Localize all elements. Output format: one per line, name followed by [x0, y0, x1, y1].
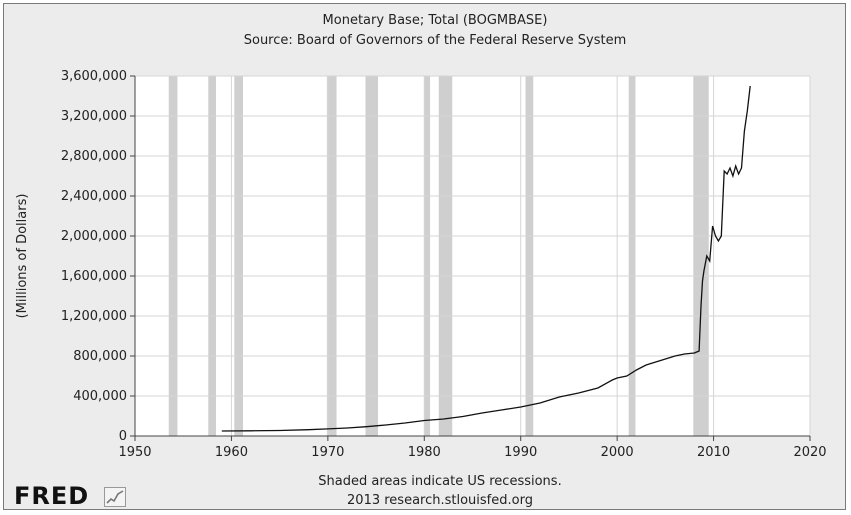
y-tick-label: 1,200,000	[61, 309, 127, 324]
recession-band-0	[168, 76, 178, 436]
recession-bands	[168, 76, 709, 436]
recession-band-7	[525, 76, 534, 436]
recession-band-8	[628, 76, 636, 436]
fred-logo: FRED	[14, 482, 134, 512]
chart-frame: Monetary Base; Total (BOGMBASE) Source: …	[3, 3, 846, 510]
y-tick-label: 2,400,000	[61, 189, 127, 204]
recession-band-3	[326, 76, 337, 436]
chart-title: Monetary Base; Total (BOGMBASE)	[323, 13, 548, 28]
x-tick-label: 2000	[601, 445, 634, 460]
series-line-monetary-base	[221, 85, 751, 432]
y-tick-label: 2,800,000	[61, 149, 127, 164]
x-tick-label: 1960	[215, 445, 248, 460]
y-tick-label: 2,000,000	[61, 229, 127, 244]
y-tick-label: 0	[119, 429, 127, 444]
y-tick-label: 400,000	[73, 389, 127, 404]
x-tick-label: 1980	[408, 445, 441, 460]
chart-line-icon	[104, 487, 126, 507]
y-tick-label: 800,000	[73, 349, 127, 364]
x-tick-label: 2010	[697, 445, 730, 460]
x-tick-labels: 1950 1960 1970 1980 1990 2000 2010 2020	[118, 445, 826, 460]
x-tick-label: 2020	[793, 445, 826, 460]
x-tick-label: 1970	[311, 445, 344, 460]
chart-svg: Monetary Base; Total (BOGMBASE) Source: …	[15, 13, 827, 508]
fred-logo-text: FRED	[14, 482, 90, 510]
y-axis-label: (Millions of Dollars)	[15, 194, 30, 319]
gridlines	[135, 75, 811, 436]
recession-band-1	[208, 76, 216, 436]
footer-source-url: 2013 research.stlouisfed.org	[347, 493, 533, 508]
axes	[130, 75, 811, 441]
y-tick-label: 3,200,000	[61, 109, 127, 124]
x-tick-label: 1990	[504, 445, 537, 460]
x-tick-label: 1950	[118, 445, 151, 460]
footer-recession-note: Shaded areas indicate US recessions.	[318, 474, 561, 489]
y-tick-labels: 0 400,000 800,000 1,200,000 1,600,000 2,000,0…	[61, 69, 127, 444]
recession-band-4	[365, 76, 378, 436]
y-tick-label: 3,600,000	[61, 69, 127, 84]
recession-band-6	[438, 76, 453, 436]
recession-band-9	[693, 76, 709, 436]
y-tick-label: 1,600,000	[61, 269, 127, 284]
chart-subtitle: Source: Board of Governors of the Federa…	[244, 33, 627, 48]
recession-band-2	[234, 76, 243, 436]
recession-band-5	[424, 76, 431, 436]
